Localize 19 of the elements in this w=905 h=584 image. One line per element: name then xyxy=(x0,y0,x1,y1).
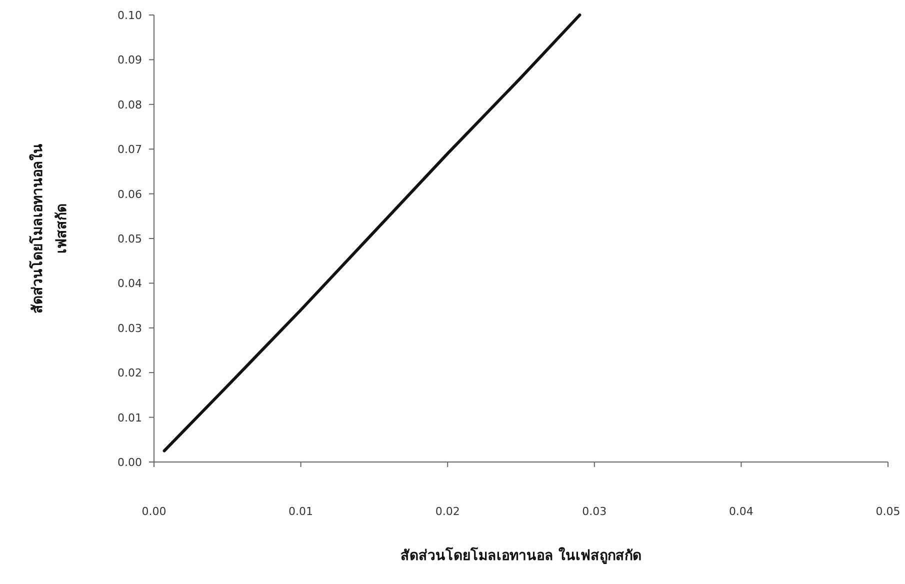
y-tick-label: 0.00 xyxy=(118,456,142,469)
y-tick-label: 0.05 xyxy=(118,232,142,246)
y-tick-label: 0.09 xyxy=(118,54,142,67)
y-axis-title: สัดส่วนโดยโมลเอทานอลใน เฟสสกัด xyxy=(28,144,70,314)
y-tick-label: 0.04 xyxy=(118,277,142,290)
x-tick-label: 0.05 xyxy=(876,505,900,518)
x-tick-label: 0.00 xyxy=(142,505,166,518)
x-tick-label: 0.03 xyxy=(582,505,607,518)
x-tick-label: 0.02 xyxy=(435,505,460,518)
y-tick-label: 0.10 xyxy=(118,9,142,22)
y-tick-label: 0.01 xyxy=(118,411,142,424)
y-tick-label: 0.03 xyxy=(118,322,142,335)
y-tick-label: 0.02 xyxy=(118,366,142,380)
y-tick-label: 0.07 xyxy=(118,143,142,156)
y-tick-label: 0.08 xyxy=(118,98,142,112)
x-tick-label: 0.04 xyxy=(728,505,754,518)
y-tick-label: 0.06 xyxy=(118,188,142,201)
x-axis-title: สัดส่วนโดยโมลเอทานอล ในเฟสถูกสกัด xyxy=(400,546,642,564)
x-tick-label: 0.01 xyxy=(288,505,314,518)
